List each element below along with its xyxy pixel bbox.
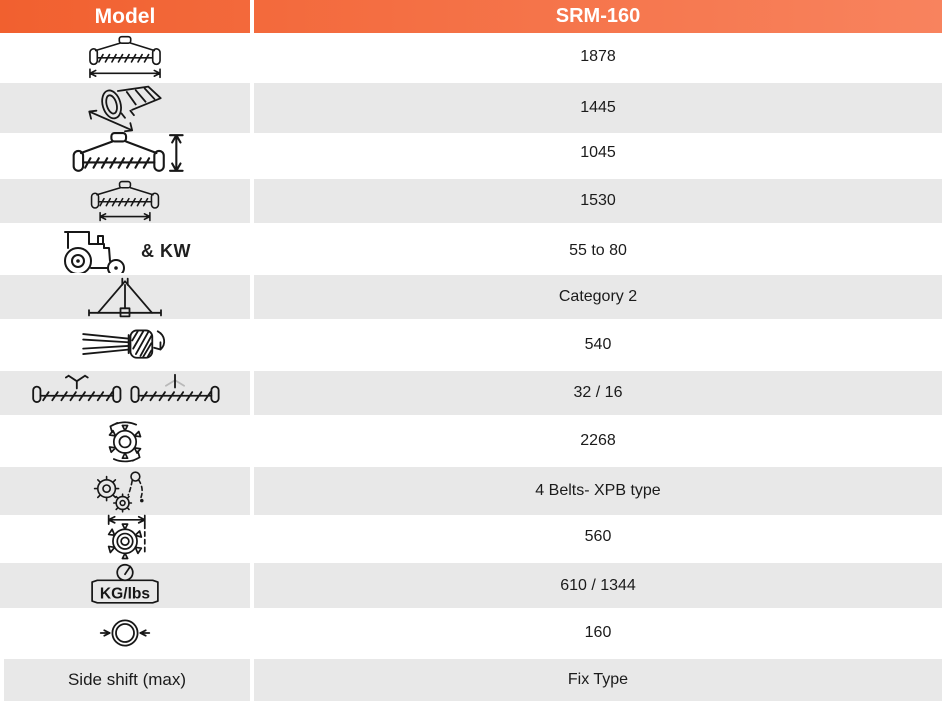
- three-point-linkage-icon: [88, 277, 162, 317]
- spec-value: Fix Type: [567, 671, 629, 688]
- table-row-blade-count: 32 / 16: [0, 369, 942, 417]
- kg-lbs-label: KG/lbs: [100, 585, 150, 602]
- spec-value: 540: [584, 336, 612, 353]
- table-row-side-shift: Side shift (max) Fix Type: [0, 657, 942, 705]
- spec-value: 1045: [580, 144, 616, 161]
- spec-value: 4 Belts- XPB type: [535, 482, 661, 499]
- kw-label: & KW: [141, 240, 191, 261]
- table-row-weight: KG/lbs 610 / 1344: [0, 561, 942, 610]
- table-row-linkage-category: Category 2: [0, 273, 942, 321]
- model-value-label: SRM-160: [555, 5, 641, 27]
- spec-value: Category 2: [558, 288, 638, 305]
- roller-diameter-icon: [99, 619, 151, 647]
- table-row-roller-diameter: 160: [0, 609, 942, 657]
- spec-value: 610 / 1344: [560, 576, 636, 594]
- table-row-transport-length: 1445: [0, 81, 942, 135]
- table-row-rotor-speed: 2268: [0, 417, 942, 465]
- value-header-cell: SRM-160: [254, 0, 942, 33]
- table-row-transmission: 4 Belts- XPB type: [0, 465, 942, 517]
- machine-height-icon: [72, 132, 184, 172]
- column-divider: [250, 0, 254, 33]
- spec-value: 2268: [580, 432, 616, 449]
- blade-types-icon: [32, 373, 220, 403]
- spec-value: 55 to 80: [569, 242, 627, 259]
- rotor-diameter-icon: [107, 514, 146, 560]
- table-header: Model SRM-160: [0, 0, 942, 33]
- model-header-label: Model: [94, 4, 156, 28]
- model-header-cell: Model: [0, 0, 250, 33]
- table-row-machine-height: 1045: [0, 129, 942, 177]
- weight-icon: KG/lbs: [91, 563, 159, 604]
- side-shift-label: Side shift (max): [67, 670, 187, 689]
- spec-value: 560: [584, 528, 612, 545]
- pto-shaft-icon: [82, 329, 166, 359]
- spec-value: 1878: [580, 48, 616, 65]
- spec-value: 1445: [580, 99, 616, 116]
- working-width-icon: [90, 180, 160, 222]
- table-row-overall-width: 1878: [0, 33, 942, 81]
- overall-width-icon: [89, 35, 161, 79]
- spec-value: 32 / 16: [573, 384, 623, 401]
- belt-transmission-icon: [93, 471, 144, 513]
- spec-value: 1530: [580, 192, 616, 209]
- transport-length-icon: [88, 85, 162, 133]
- tractor-power-icon: [64, 231, 125, 277]
- rotor-rotation-icon: [108, 421, 142, 463]
- table-row-rotor-diameter: 560: [0, 513, 942, 561]
- table-row-working-width: 1530: [0, 177, 942, 225]
- table-row-tractor-power: & KW 55 to 80: [0, 225, 942, 277]
- table-row-pto-speed: 540: [0, 321, 942, 369]
- spec-value: 160: [584, 624, 612, 641]
